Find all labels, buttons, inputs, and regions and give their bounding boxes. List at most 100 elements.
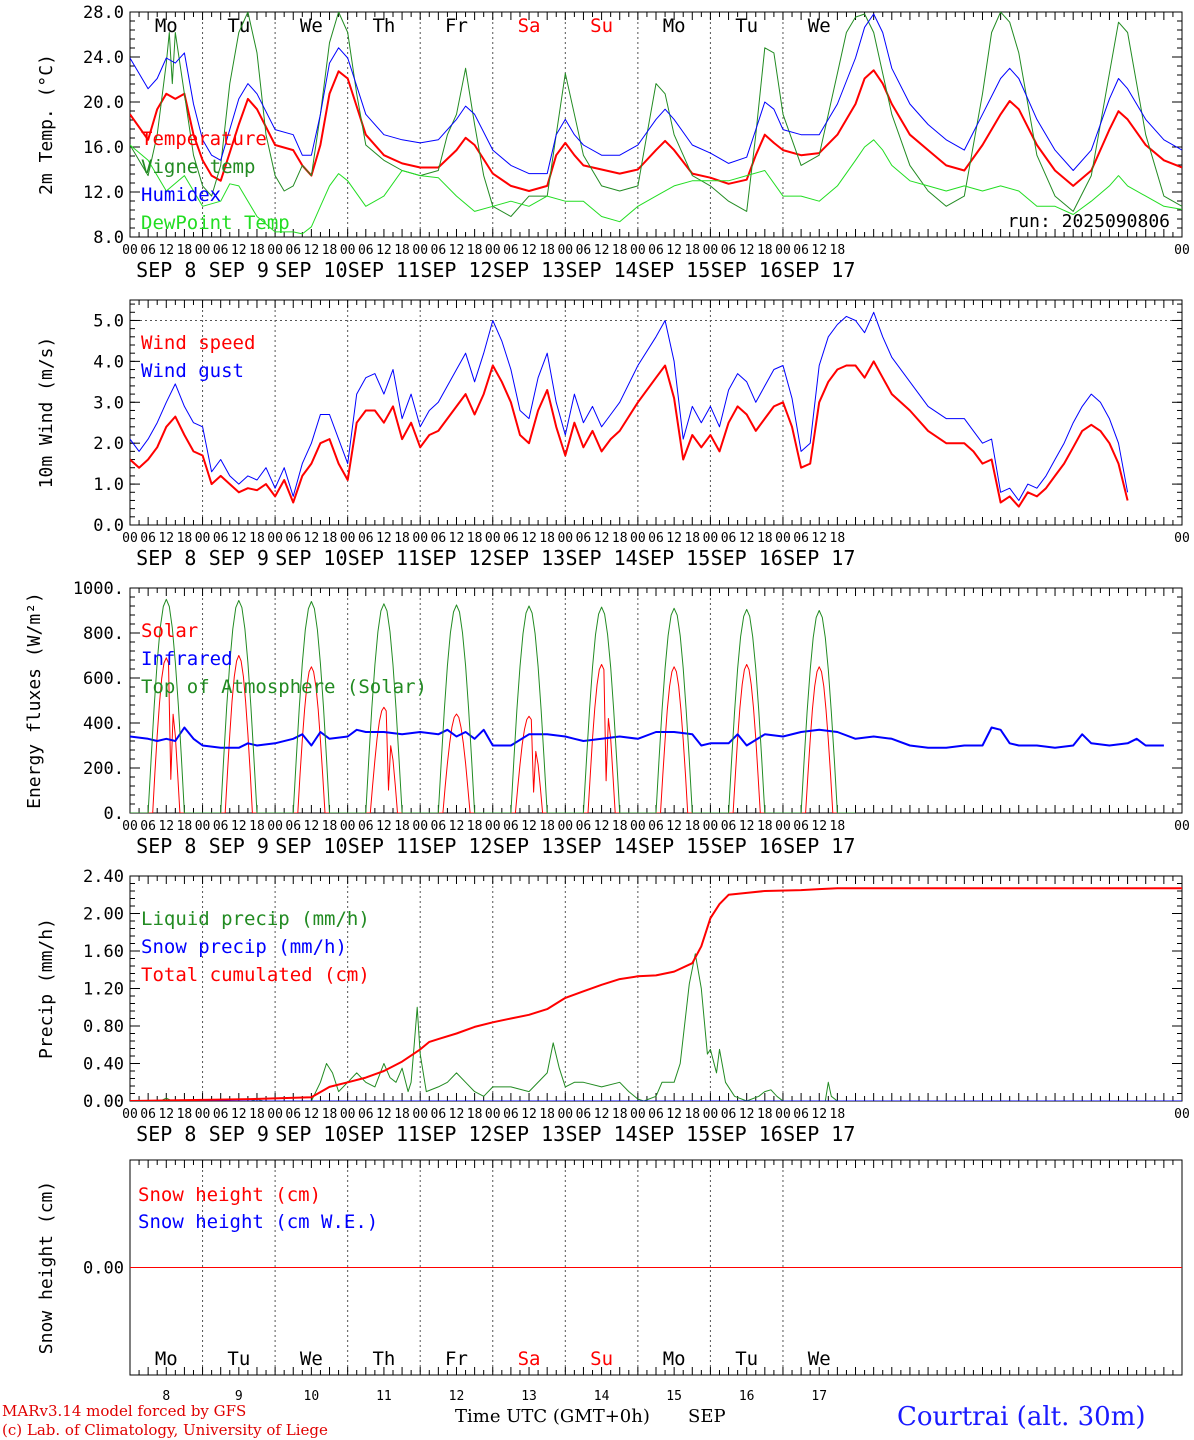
hour-tick-label: 18 (467, 243, 483, 258)
hour-tick-label: 06 (358, 1107, 374, 1122)
hour-tick-label: 00 (267, 243, 283, 258)
hour-tick-label: 12 (449, 531, 465, 546)
day-date-label: SEP 10 (275, 1122, 347, 1146)
hour-tick-label: 12 (739, 1107, 755, 1122)
hour-tick-label: 06 (793, 819, 809, 834)
hour-tick-label: 06 (503, 243, 519, 258)
day-date-label: SEP 12 (420, 258, 492, 282)
y-tick-label: 200. (83, 759, 124, 779)
day-of-week-label: Su (590, 1348, 613, 1370)
hour-tick-label: 18 (830, 243, 846, 258)
hour-tick-label: 18 (539, 1107, 555, 1122)
day-date-label: SEP 11 (348, 1122, 420, 1146)
hour-tick-label: 00 (557, 243, 573, 258)
panel-4: 0.00 0.40 0.80 1.20 1.60 2.00 2.40 Precip (mm/h… (36, 867, 1190, 1146)
legend-entry: Top of Atmosphere (Solar) (141, 676, 427, 698)
y-axis-title: 2m Temp. (°C) (36, 54, 57, 195)
hour-tick-label: 06 (503, 1107, 519, 1122)
day-of-week-label: Tu (735, 15, 758, 37)
day-date-label: SEP 8 (136, 258, 196, 282)
day-date-label: SEP 8 (136, 1122, 196, 1146)
hour-tick-label: 00 (1174, 243, 1190, 258)
y-tick-label: 400. (83, 714, 124, 734)
legend-entry: Wind gust (141, 360, 244, 382)
hour-tick-label: 12 (376, 1107, 392, 1122)
credit-note: (c) Lab. of Climatology, University of L… (2, 1421, 328, 1439)
hour-tick-label: 06 (431, 531, 447, 546)
hour-tick-label: 06 (503, 531, 519, 546)
hour-tick-label: 12 (666, 531, 682, 546)
hour-tick-label: 06 (140, 819, 156, 834)
hour-tick-label: 18 (322, 1107, 338, 1122)
hour-tick-label: 06 (140, 531, 156, 546)
y-tick-label: 20.0 (83, 93, 124, 113)
hour-tick-label: 06 (358, 243, 374, 258)
hour-tick-label: 18 (249, 819, 265, 834)
legend-entry: Snow height (cm W.E.) (138, 1211, 378, 1233)
hour-tick-label: 00 (412, 531, 428, 546)
hour-tick-label: 12 (811, 243, 827, 258)
y-tick-label: 1000. (73, 579, 124, 599)
series-line-temperature (130, 69, 1182, 192)
day-date-label: 8 (162, 1389, 170, 1404)
hour-tick-label: 18 (249, 1107, 265, 1122)
day-of-week-label: We (300, 1348, 323, 1370)
hour-tick-label: 12 (811, 531, 827, 546)
hour-tick-label: 00 (412, 243, 428, 258)
hour-tick-label: 18 (539, 819, 555, 834)
hour-tick-label: 18 (830, 1107, 846, 1122)
day-date-label: 17 (811, 1389, 827, 1404)
series-line-wind-speed (130, 360, 1129, 508)
day-of-week-label: Fr (445, 1348, 468, 1370)
hour-tick-label: 06 (648, 243, 664, 258)
hour-tick-label: 06 (721, 531, 737, 546)
y-tick-label: 24.0 (83, 48, 124, 68)
day-date-label: SEP 13 (493, 258, 565, 282)
hour-tick-label: 18 (467, 1107, 483, 1122)
day-date-label: SEP 16 (711, 834, 783, 858)
hour-tick-label: 12 (521, 531, 537, 546)
day-date-label: 10 (304, 1389, 320, 1404)
y-tick-label: 12.0 (83, 183, 124, 203)
hour-tick-label: 00 (630, 819, 646, 834)
hour-tick-label: 12 (231, 819, 247, 834)
hour-tick-label: 18 (177, 819, 193, 834)
y-tick-label: 2.00 (83, 905, 124, 925)
y-tick-label: 1.20 (83, 980, 124, 1000)
hour-tick-label: 12 (304, 243, 320, 258)
hour-tick-label: 06 (648, 531, 664, 546)
hour-tick-label: 18 (612, 243, 628, 258)
hour-tick-label: 00 (1174, 819, 1190, 834)
hour-tick-label: 06 (431, 243, 447, 258)
hour-tick-label: 06 (576, 819, 592, 834)
hour-tick-label: 12 (594, 531, 610, 546)
hour-tick-label: 00 (340, 531, 356, 546)
day-date-label: 14 (594, 1389, 610, 1404)
hour-tick-label: 12 (666, 819, 682, 834)
hour-tick-label: 06 (648, 819, 664, 834)
y-tick-label: 0.00 (83, 1092, 124, 1112)
day-date-label: SEP 10 (275, 546, 347, 570)
series-line-total-cumulated-cm- (130, 887, 1182, 1101)
y-tick-label: 2.40 (83, 867, 124, 887)
day-of-week-label: We (300, 15, 323, 37)
hour-tick-label: 00 (195, 243, 211, 258)
hour-tick-label: 12 (449, 1107, 465, 1122)
hour-tick-label: 00 (340, 243, 356, 258)
hour-tick-label: 12 (739, 243, 755, 258)
hour-tick-label: 00 (122, 819, 138, 834)
day-date-label: 15 (666, 1389, 682, 1404)
day-of-week-label: Tu (227, 1348, 250, 1370)
hour-tick-label: 00 (1174, 1107, 1190, 1122)
day-date-label: 11 (376, 1389, 392, 1404)
hour-tick-label: 00 (630, 531, 646, 546)
day-of-week-label: Th (372, 1348, 395, 1370)
hour-tick-label: 06 (793, 243, 809, 258)
model-note: MARv3.14 model forced by GFS (2, 1402, 247, 1420)
hour-tick-label: 12 (376, 819, 392, 834)
run-annotation: run: 2025090806 (1007, 211, 1170, 232)
series-line-dewpoint-temp (130, 139, 1182, 235)
panel-5: 0.00 Snow height (cm) Mo Tu We Th Fr Sa Su Mo Tu We… (36, 1159, 1183, 1404)
hour-tick-label: 12 (739, 819, 755, 834)
